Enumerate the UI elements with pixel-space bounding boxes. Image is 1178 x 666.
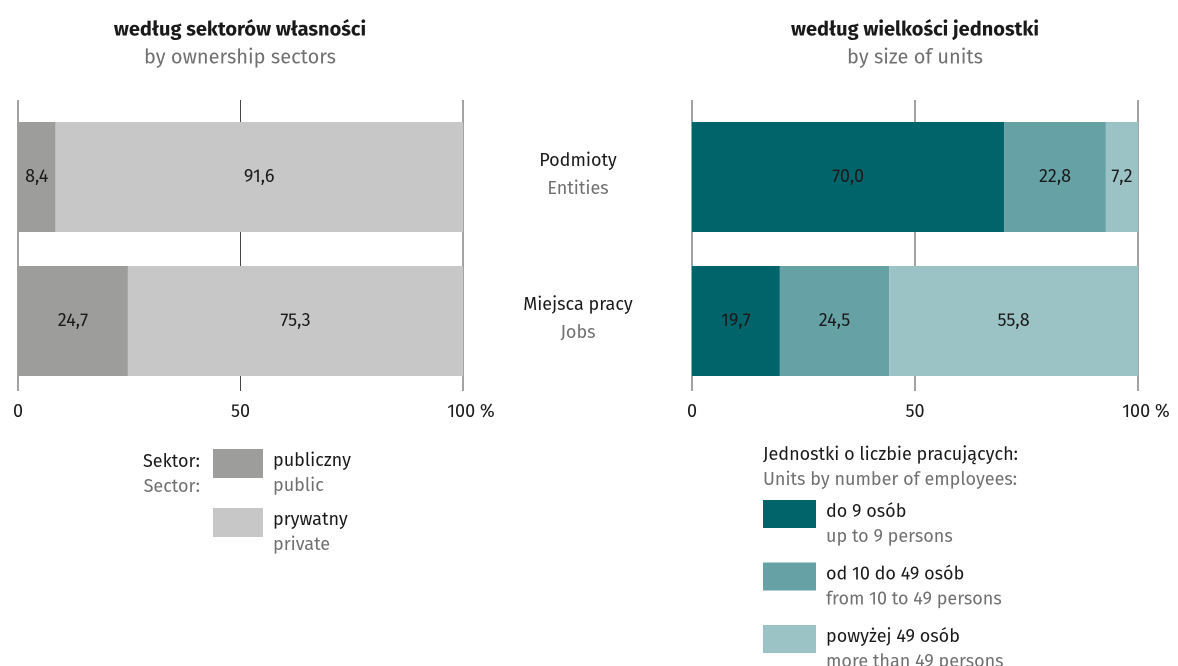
legend-title-en: Units by number of employees: xyxy=(763,468,1017,490)
bar-segment xyxy=(127,266,463,376)
legend-label-en: more than 49 persons xyxy=(826,650,1004,666)
legend-swatch xyxy=(763,500,816,528)
value-label: 91,6 xyxy=(244,165,275,187)
x-tick-label: 0 xyxy=(13,400,23,422)
value-label: 7,2 xyxy=(1111,165,1132,187)
legend-swatch xyxy=(763,562,816,591)
category-label: Podmioty xyxy=(539,149,617,171)
x-tick-label: 100 % xyxy=(447,400,495,422)
bar-segment xyxy=(1105,122,1138,232)
chart-subtitle: by ownership sectors xyxy=(144,45,336,69)
legend-label-en: up to 9 persons xyxy=(826,525,953,547)
value-label: 19,7 xyxy=(721,309,751,331)
legend-label: publiczny xyxy=(273,449,351,471)
legend-swatch xyxy=(213,508,263,537)
value-label: 75,3 xyxy=(280,309,310,331)
value-label: 70,0 xyxy=(832,165,864,187)
legend-title: Sektor: xyxy=(143,450,200,472)
legend-swatch xyxy=(213,449,263,478)
chart-title: według sektorów własności xyxy=(114,17,366,41)
legend-label-en: public xyxy=(273,474,324,496)
legend-title-en: Sector: xyxy=(144,475,200,497)
legend-label: od 10 do 49 osób xyxy=(826,562,964,584)
bar-segment xyxy=(692,122,1005,232)
legend-label-en: private xyxy=(273,533,330,555)
value-label: 24,7 xyxy=(58,309,88,331)
value-label: 22,8 xyxy=(1039,165,1071,187)
category-label-en: Entities xyxy=(547,177,608,199)
legend-label: do 9 osób xyxy=(826,500,906,522)
bar-segment xyxy=(1004,122,1106,232)
x-tick-label: 100 % xyxy=(1122,400,1170,422)
chart-subtitle: by size of units xyxy=(847,45,983,69)
value-label: 8,4 xyxy=(25,165,49,187)
bar-segment xyxy=(779,266,890,376)
value-label: 55,8 xyxy=(997,309,1029,331)
x-tick-label: 50 xyxy=(905,400,924,422)
legend-swatch xyxy=(763,625,816,653)
legend-label: powyżej 49 osób xyxy=(826,625,960,647)
bar-segment xyxy=(18,266,128,376)
legend-title: Jednostki o liczbie pracujących: xyxy=(763,443,1018,465)
legend-label: prywatny xyxy=(273,508,348,530)
chart-title: według wielkości jednostki xyxy=(791,17,1039,41)
bar-segment xyxy=(692,266,780,376)
bar-segment xyxy=(18,122,56,232)
bar-segment xyxy=(55,122,463,232)
category-label: Miejsca pracy xyxy=(523,293,633,315)
category-label-en: Jobs xyxy=(560,321,595,343)
bar-segment xyxy=(889,266,1138,376)
value-label: 24,5 xyxy=(819,309,851,331)
legend-label-en: from 10 to 49 persons xyxy=(826,587,1002,609)
x-tick-label: 50 xyxy=(231,400,250,422)
x-tick-label: 0 xyxy=(687,400,697,422)
